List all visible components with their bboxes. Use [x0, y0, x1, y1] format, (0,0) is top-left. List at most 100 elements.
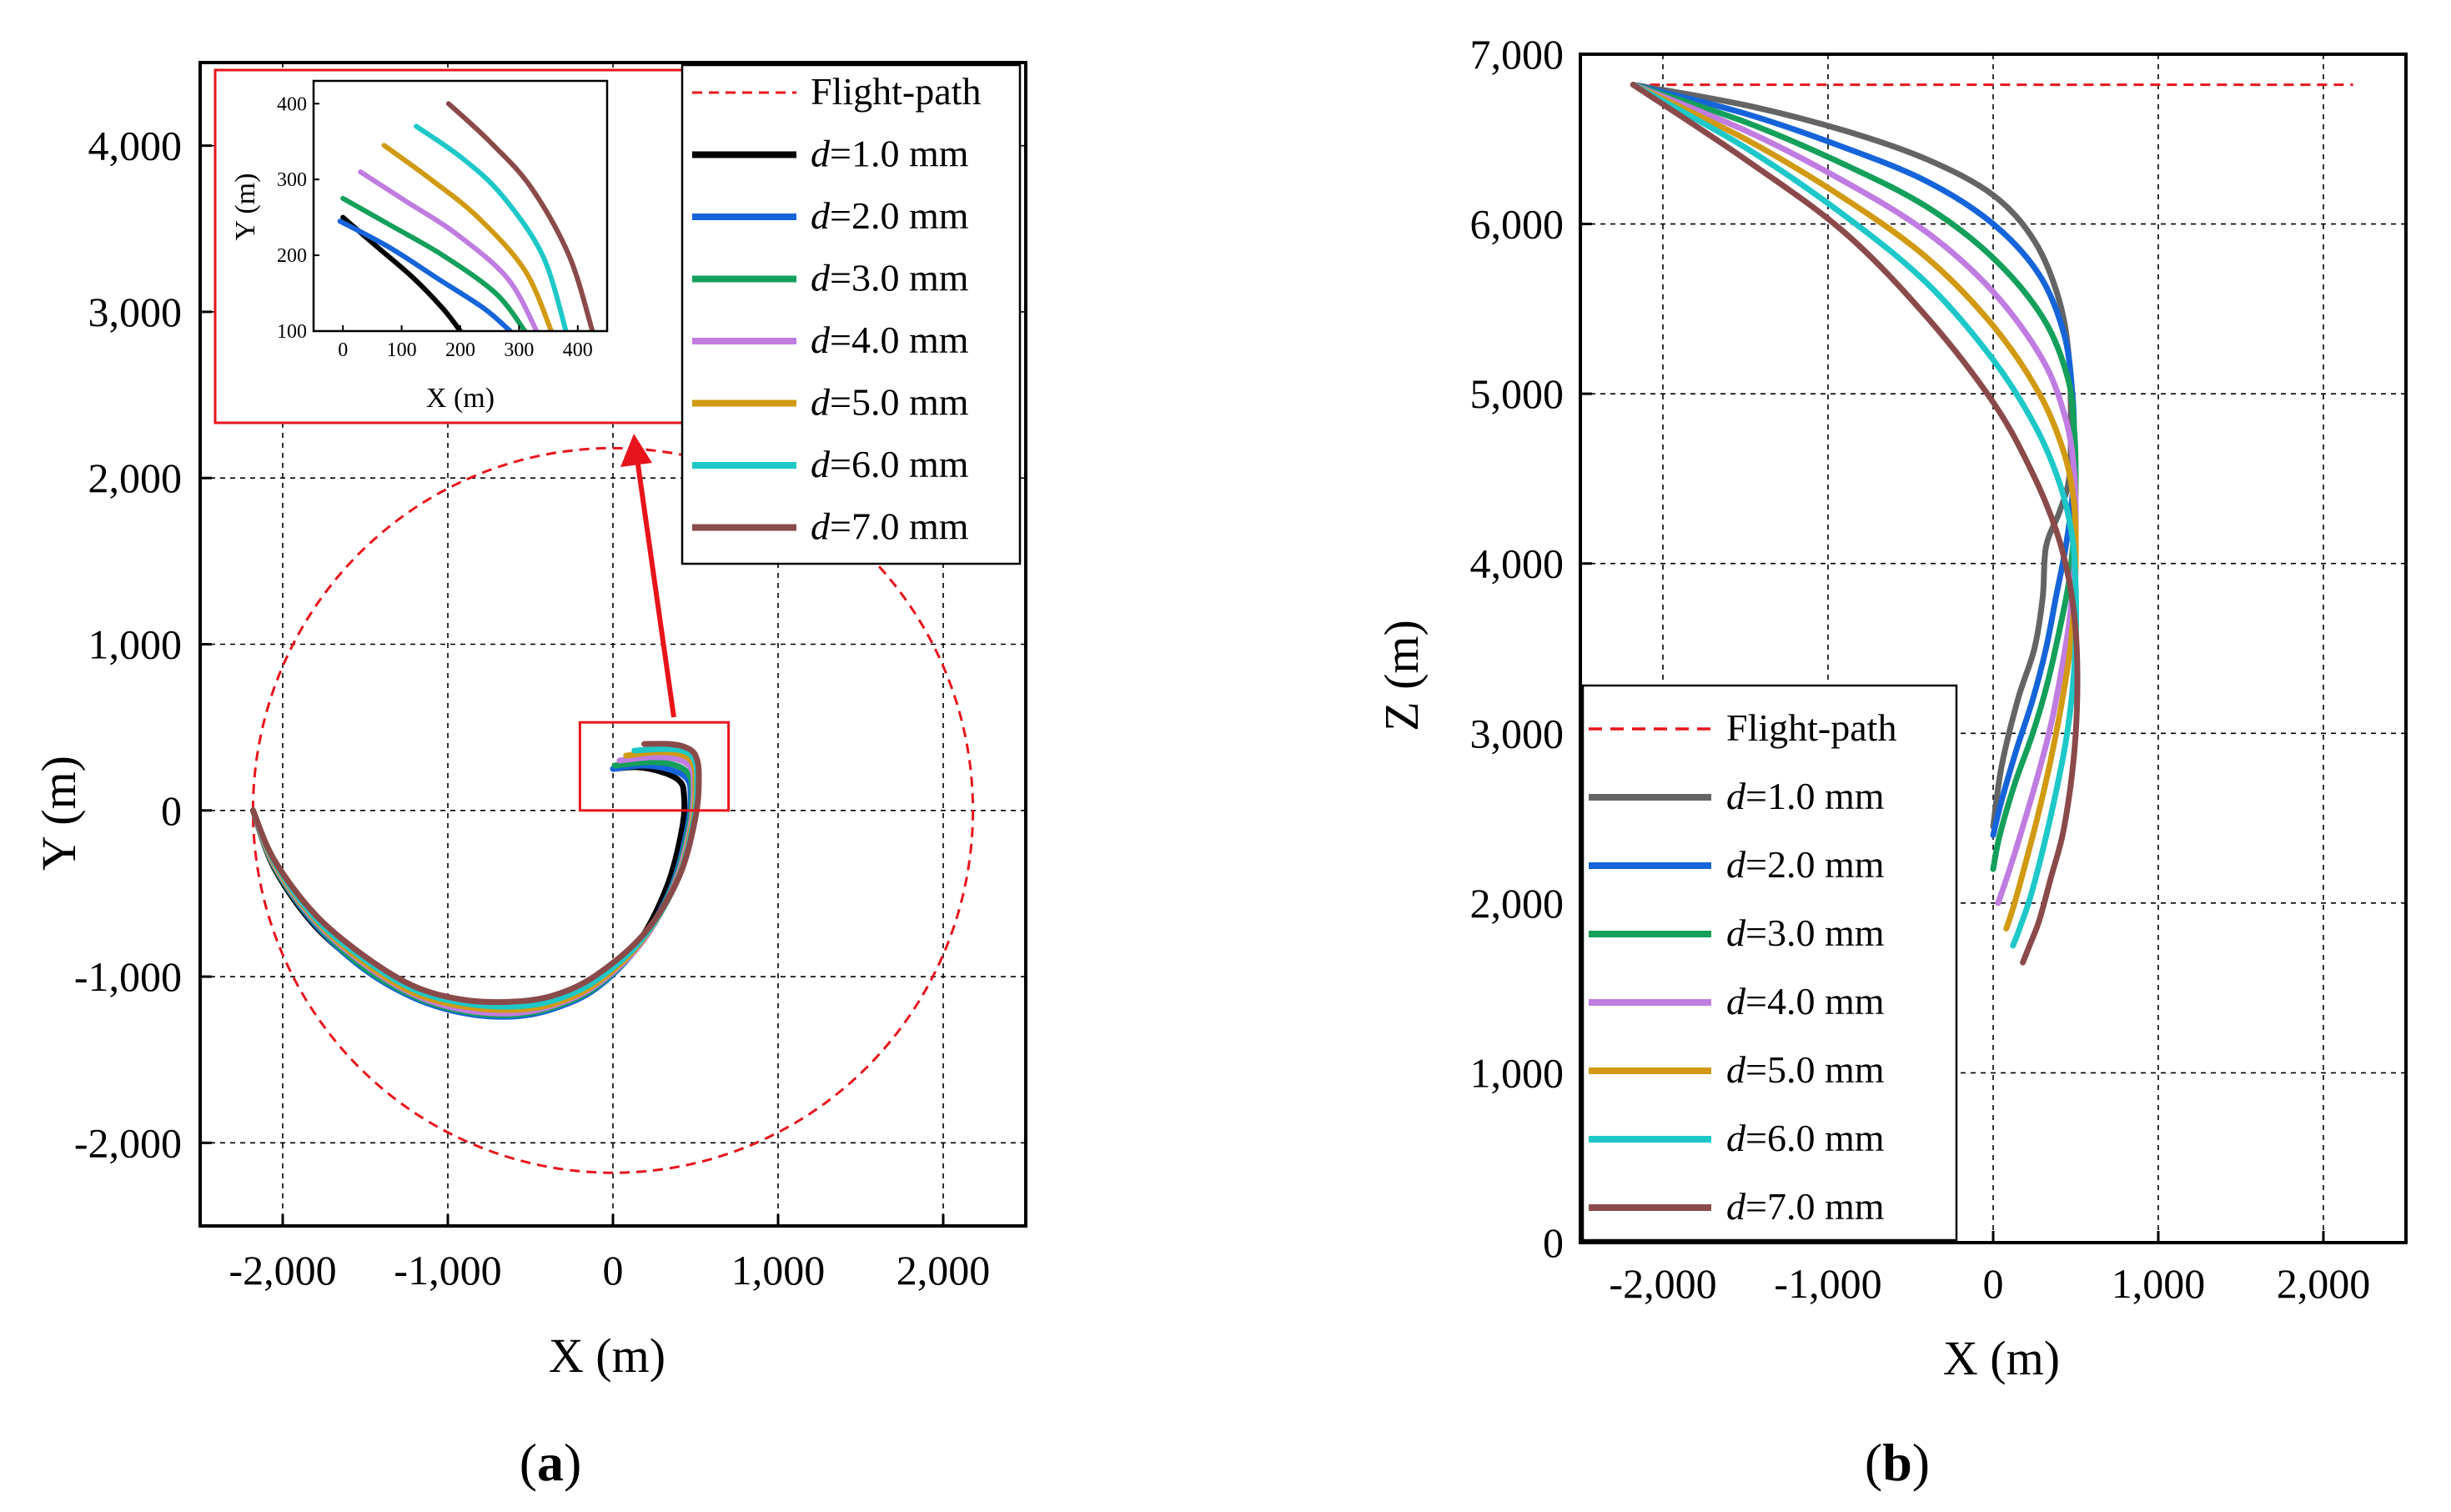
panel-a-inset: 0 100 200 300 400 100 200 300 400 X (m) Y (m): [213, 68, 694, 424]
panel-b-ylabel: Z (m): [1374, 620, 1429, 731]
series-line: [249, 749, 699, 1013]
y-tick-label: 1,000: [1470, 1049, 1565, 1096]
inset-ylabel: Y (m): [230, 173, 261, 241]
zoom-arrow-line: [635, 458, 676, 718]
panel-b-label: (b): [1865, 1433, 1930, 1492]
inset-x-tick-label: 300: [504, 339, 534, 361]
inset-series-line: [414, 123, 569, 331]
legend-label: d=6.0 mm: [1726, 1117, 1885, 1159]
inset-y-tick-label: 200: [277, 245, 307, 267]
legend-label-value: =4.0 mm: [830, 319, 969, 361]
legend-label-var: d: [1726, 1048, 1746, 1091]
legend-label-var: d: [811, 319, 831, 361]
legend-label-var: d: [811, 381, 831, 424]
legend-label-value: =3.0 mm: [830, 257, 969, 299]
panel-a-label: (a): [520, 1433, 582, 1492]
legend-label-var: d: [811, 133, 831, 175]
series-line: [249, 764, 688, 1017]
x-tick-label: 2,000: [897, 1247, 991, 1293]
inset-x-tick-label: 0: [338, 339, 348, 361]
y-tick-label: -1,000: [74, 953, 182, 1000]
inset-series-line: [337, 219, 513, 331]
inset-series-line: [340, 214, 463, 331]
legend-label-var: d: [1726, 1185, 1746, 1228]
legend-label-value: =3.0 mm: [1745, 912, 1885, 954]
legend-label-value: =4.0 mm: [1745, 980, 1885, 1022]
y-tick-label: 2,000: [1470, 880, 1565, 927]
legend-label: d=7.0 mm: [1726, 1185, 1885, 1228]
x-tick-label: -1,000: [1774, 1260, 1881, 1307]
y-tick-label: 4,000: [88, 123, 183, 169]
legend-label: d=4.0 mm: [1726, 980, 1885, 1022]
legend-label-var: d: [1726, 980, 1746, 1022]
y-tick-label: 3,000: [88, 289, 183, 335]
legend-label: d=2.0 mm: [1726, 843, 1885, 886]
legend-label: d=1.0 mm: [1726, 775, 1885, 817]
inset-border: [213, 68, 694, 424]
legend-label: d=2.0 mm: [811, 194, 969, 237]
legend-label-value: =1.0 mm: [1745, 775, 1885, 817]
y-tick-label: 0: [1543, 1219, 1564, 1266]
panel-a-legend-frame: [681, 63, 1022, 565]
legend-label-var: d: [1726, 775, 1746, 817]
inset-series: [337, 101, 595, 331]
x-tick-label: -1,000: [394, 1247, 501, 1293]
legend-label-value: =5.0 mm: [830, 381, 969, 424]
legend-label-value: =1.0 mm: [830, 133, 969, 175]
inset-series-line: [445, 101, 595, 331]
series-line: [1630, 82, 2079, 932]
panel-a-zoom-indicator: [578, 434, 731, 812]
inset-x-tick-label: 200: [445, 339, 475, 361]
panel-a-chart: -2,000 -1,000 0 1,000 2,000 -2,000 -1,000 0 1,00…: [32, 61, 1027, 1492]
series-line: [1630, 82, 2080, 949]
panel-b-xlabel: X (m): [1943, 1331, 2060, 1385]
legend-label-var: d: [811, 194, 831, 237]
y-tick-label: 0: [161, 787, 182, 834]
series-line: [1630, 82, 2079, 872]
series-line: [1630, 82, 2081, 966]
legend-label-value: =2.0 mm: [1745, 843, 1885, 886]
legend-label: d=4.0 mm: [811, 319, 969, 361]
zoom-arrow-head: [620, 434, 652, 467]
legend-label: d=1.0 mm: [811, 133, 969, 175]
legend-label: d=3.0 mm: [1726, 912, 1885, 954]
panel-a-series: [249, 741, 702, 1020]
inset-series-line: [340, 195, 528, 331]
legend-label-value: =7.0 mm: [1745, 1185, 1885, 1228]
inset-y-tick-label: 100: [277, 321, 307, 343]
inset-series-line: [381, 143, 555, 331]
legend-label-var: d: [811, 505, 831, 548]
legend-label-var: d: [811, 257, 831, 299]
y-tick-label: 4,000: [1470, 540, 1565, 587]
x-tick-label: -2,000: [229, 1247, 336, 1293]
legend-label: d=5.0 mm: [811, 381, 969, 424]
y-tick-label: 2,000: [88, 455, 183, 501]
panel-b-chart: -2,000 -1,000 0 1,000 2,000 0 1,000 2,000 3,000 4…: [1374, 31, 2408, 1492]
panel-b-letter: b: [1882, 1433, 1912, 1492]
legend-label: d=3.0 mm: [811, 257, 969, 299]
panel-a-xlabel: X (m): [549, 1329, 665, 1383]
x-tick-label: 0: [1983, 1260, 2004, 1307]
y-tick-label: 3,000: [1470, 710, 1565, 756]
x-tick-label: -2,000: [1609, 1260, 1716, 1307]
x-tick-label: 2,000: [2277, 1260, 2371, 1307]
inset-y-tick-label: 300: [277, 169, 307, 191]
legend-label: d=7.0 mm: [811, 505, 969, 548]
legend-label-flight-path: Flight-path: [1726, 706, 1896, 749]
series-line: [249, 754, 697, 1017]
legend-label-value: =5.0 mm: [1745, 1048, 1885, 1091]
inset-x-tick-label: 400: [563, 339, 593, 361]
legend-label-var: d: [1726, 843, 1746, 886]
legend-label: d=6.0 mm: [811, 443, 969, 485]
y-tick-label: 7,000: [1470, 31, 1565, 78]
x-tick-label: 0: [603, 1247, 624, 1293]
inset-y-tick-label: 400: [277, 93, 307, 115]
legend-label-flight-path: Flight-path: [811, 70, 981, 113]
series-line: [249, 741, 702, 1006]
series-line: [1630, 82, 2079, 907]
y-tick-label: 5,000: [1470, 370, 1565, 417]
series-line: [249, 746, 701, 1010]
